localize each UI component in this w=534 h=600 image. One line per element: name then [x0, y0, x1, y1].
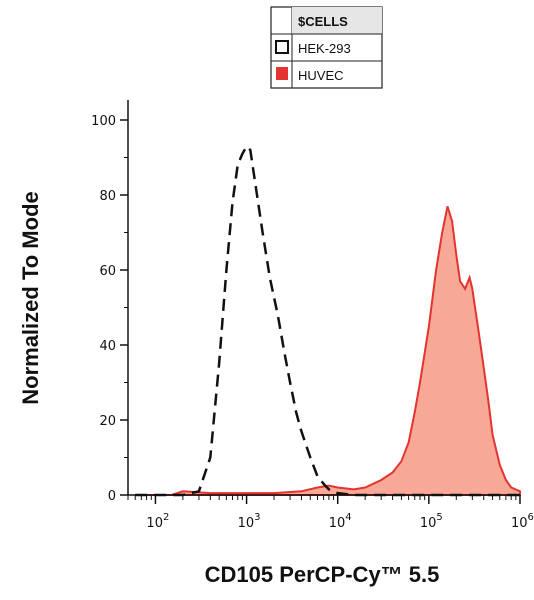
y-tick-label-60: 60 — [99, 264, 116, 279]
legend-entry-hek-293: HEK-293 — [298, 41, 351, 56]
legend-swatch-hek-293 — [275, 40, 289, 54]
legend-header-cell — [292, 7, 382, 34]
x-tick-label-4: 104 — [329, 512, 352, 531]
x-tick-label-6: 106 — [511, 512, 534, 531]
y-tick-label-0: 0 — [108, 489, 116, 504]
legend-header: $CELLS — [298, 14, 348, 29]
plot-area — [135, 144, 521, 497]
y-ticks: 0 20 40 60 80 100 — [91, 114, 128, 504]
x-ticks: 102 103 104 105 106 — [127, 495, 534, 531]
x-tick-label-2: 102 — [146, 512, 169, 531]
y-axis-title: Normalized To Mode — [18, 191, 43, 405]
series-huvec-area — [135, 206, 521, 496]
legend-entry-huvec: HUVEC — [298, 68, 344, 83]
axes: 0 20 40 60 80 100 102 103 104 105 106 — [91, 100, 534, 531]
x-axis-title: CD105 PerCP-Cy™ 5.5 — [205, 562, 440, 587]
x-tick-label-3: 103 — [238, 512, 261, 531]
x-tick-label-5: 105 — [420, 512, 443, 531]
y-tick-label-20: 20 — [99, 414, 116, 429]
series-hek-293-line — [135, 144, 520, 497]
legend: $CELLS HEK-293 HUVEC — [270, 6, 383, 89]
y-tick-label-100: 100 — [91, 114, 116, 129]
y-tick-label-40: 40 — [99, 339, 116, 354]
y-tick-label-80: 80 — [99, 189, 116, 204]
legend-swatch-huvec — [276, 67, 288, 80]
